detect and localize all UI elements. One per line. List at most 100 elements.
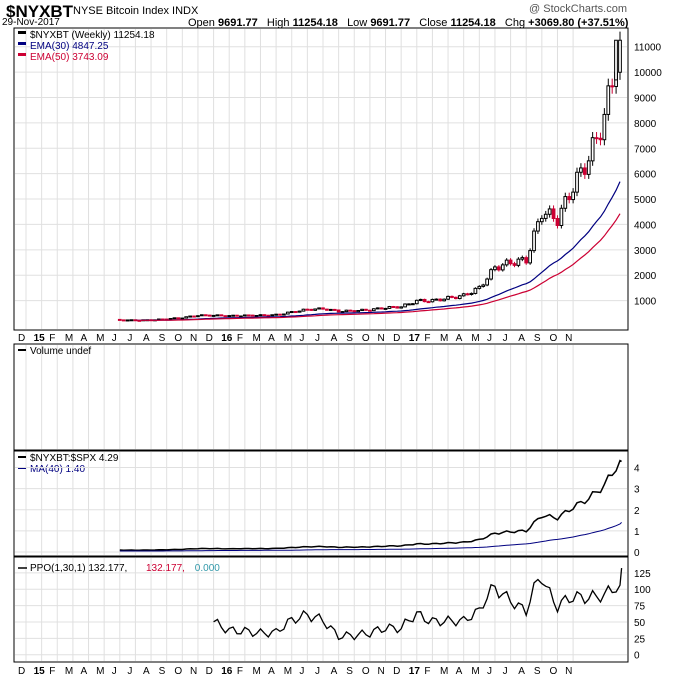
legend-entry: PPO(1,30,1) 132.177, xyxy=(30,563,127,574)
y-tick-label: 100 xyxy=(634,585,651,596)
x-tick-label: J xyxy=(127,666,132,677)
x-tick-label: A xyxy=(331,333,338,344)
x-tick-label: A xyxy=(143,333,150,344)
price-candle xyxy=(254,315,259,318)
x-tick-label: F xyxy=(424,666,430,677)
x-tick-label: 17 xyxy=(409,666,421,677)
close-value: 11254.18 xyxy=(450,17,496,29)
price-candle xyxy=(543,213,548,219)
y-tick-label: 11000 xyxy=(634,43,662,54)
price-candle xyxy=(590,137,595,162)
legend-entry: $NYXBT:$SPX 4.29 xyxy=(30,453,119,464)
x-tick-label: A xyxy=(518,666,525,677)
price-candle xyxy=(371,308,376,312)
price-candle xyxy=(356,310,361,313)
x-tick-label: O xyxy=(174,666,182,677)
price-candle xyxy=(586,160,591,175)
x-tick-label: S xyxy=(346,666,353,677)
price-candle xyxy=(305,308,310,311)
price-candle xyxy=(121,319,126,322)
price-candle xyxy=(465,293,470,296)
price-candle xyxy=(231,314,235,317)
ratio-line xyxy=(119,459,622,551)
price-candle xyxy=(215,314,220,317)
price-candle xyxy=(344,309,349,313)
x-tick-label: D xyxy=(393,333,400,344)
price-candle xyxy=(176,317,181,320)
legend-entry: 132.177, xyxy=(146,563,185,574)
price-candle xyxy=(524,257,529,264)
price-candle xyxy=(235,314,239,317)
price-candle xyxy=(547,208,552,215)
price-candle xyxy=(395,306,400,309)
price-candle xyxy=(536,221,540,232)
price-candle xyxy=(512,263,517,266)
price-candle xyxy=(418,298,423,301)
x-tick-label: M xyxy=(440,666,448,677)
x-tick-label: S xyxy=(534,333,541,344)
price-candle xyxy=(481,284,486,287)
chg-value: +3069.80 (+37.51%) xyxy=(528,17,629,29)
x-tick-label: M xyxy=(284,333,292,344)
price-candle xyxy=(301,308,306,312)
price-candle xyxy=(309,308,314,311)
panel-frame-volume xyxy=(13,343,629,451)
price-candle xyxy=(325,308,329,311)
price-candle xyxy=(282,313,286,316)
price-candle xyxy=(469,292,474,295)
x-tick-label: A xyxy=(268,333,275,344)
price-candle xyxy=(438,298,443,302)
y-tick-label: 2 xyxy=(634,506,640,517)
price-candle xyxy=(579,167,583,173)
price-candle xyxy=(184,316,189,319)
price-candle xyxy=(172,317,177,320)
price-candle xyxy=(575,171,579,193)
price-candle xyxy=(520,257,525,260)
low-value: 9691.77 xyxy=(370,17,411,29)
y-tick-label: 75 xyxy=(634,602,646,613)
price-candle xyxy=(399,306,404,309)
y-tick-label: 0 xyxy=(634,548,640,559)
x-tick-label: A xyxy=(81,666,88,677)
price-candle xyxy=(532,230,536,252)
x-tick-label: J xyxy=(315,666,320,677)
price-candle xyxy=(332,308,337,311)
price-candle xyxy=(555,218,560,226)
x-tick-label: M xyxy=(96,666,104,677)
price-candle xyxy=(407,303,411,306)
price-candle xyxy=(293,311,298,314)
x-tick-label: M xyxy=(96,333,104,344)
y-tick-label: 9000 xyxy=(634,93,657,104)
x-tick-label: N xyxy=(565,666,572,677)
ema50-line xyxy=(135,213,621,321)
open-value: 9691.77 xyxy=(217,17,258,29)
x-tick-label: 15 xyxy=(34,666,46,677)
x-tick-label: S xyxy=(346,333,353,344)
legend-entry: $NYXBT (Weekly) 11254.18 xyxy=(30,30,155,41)
price-candle xyxy=(129,319,134,322)
price-candle xyxy=(285,311,290,315)
y-tick-label: 6000 xyxy=(634,170,657,181)
price-candle xyxy=(364,308,368,311)
price-candle xyxy=(211,314,216,317)
x-tick-label: J xyxy=(503,666,508,677)
price-candle xyxy=(602,113,607,141)
x-tick-label: O xyxy=(362,666,370,677)
x-tick-label: J xyxy=(299,333,304,344)
ema30-line xyxy=(135,181,621,321)
price-candle xyxy=(500,264,505,271)
price-candle xyxy=(227,315,232,318)
price-candle xyxy=(379,307,384,310)
x-tick-label: D xyxy=(206,333,213,344)
x-tick-label: F xyxy=(237,333,243,344)
price-candle xyxy=(192,315,196,318)
price-candle xyxy=(508,259,513,265)
high-label: High xyxy=(266,17,290,29)
legend-entry: EMA(30) 4847.25 xyxy=(30,41,109,52)
x-tick-label: N xyxy=(190,333,197,344)
x-tick-label: 16 xyxy=(221,333,233,344)
x-tick-label: O xyxy=(174,333,182,344)
price-candle xyxy=(383,307,388,310)
price-candle xyxy=(125,319,130,322)
y-tick-label: 1000 xyxy=(634,297,657,308)
